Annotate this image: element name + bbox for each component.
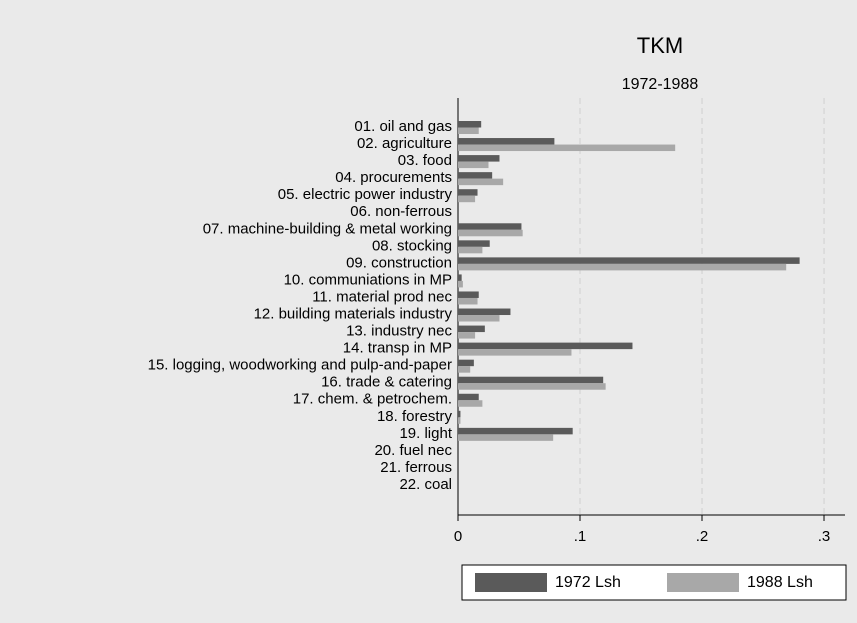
- y-tick-label: 13. industry nec: [346, 323, 452, 340]
- x-tick-label: 0: [454, 528, 462, 545]
- bar: [458, 240, 490, 247]
- bar: [458, 393, 479, 401]
- bar: [458, 325, 485, 333]
- bar: [458, 121, 482, 128]
- bar: [458, 178, 504, 186]
- bar: [458, 189, 478, 196]
- legend-label: 1972 Lsh: [555, 574, 621, 591]
- bar: [458, 417, 461, 424]
- bar: [458, 410, 461, 418]
- bar: [458, 257, 800, 264]
- y-tick-label: 07. machine-building & metal working: [203, 220, 452, 237]
- y-tick-label: 20. fuel nec: [374, 442, 452, 459]
- bar: [458, 349, 572, 356]
- bar: [458, 342, 633, 350]
- bar: [458, 297, 478, 305]
- bar: [458, 195, 476, 203]
- bar: [458, 161, 489, 169]
- bar: [458, 332, 476, 339]
- y-tick-label: 17. chem. & petrochem.: [293, 391, 452, 408]
- bar: [458, 172, 493, 179]
- bar: [458, 144, 676, 152]
- y-tick-label: 15. logging, woodworking and pulp-and-pa…: [148, 357, 452, 374]
- y-tick-label: 22. coal: [399, 476, 452, 493]
- y-tick-label: 11. material prod nec: [312, 288, 452, 305]
- bar: [458, 246, 483, 254]
- bar: [458, 400, 483, 407]
- legend-swatch: [667, 573, 739, 592]
- x-tick-label: .2: [696, 528, 709, 545]
- y-tick-label: 10. communiations in MP: [284, 271, 452, 288]
- bar: [458, 383, 606, 390]
- legend-swatch: [475, 573, 547, 592]
- y-tick-label: 19. light: [399, 425, 452, 442]
- plot-region: [458, 98, 845, 515]
- bar: [458, 427, 573, 435]
- chart-subtitle: 1972-1988: [622, 76, 699, 93]
- y-tick-label: 21. ferrous: [380, 459, 452, 476]
- bar: [458, 376, 604, 384]
- y-tick-label: 12. building materials industry: [254, 305, 453, 322]
- y-tick-label: 04. procurements: [335, 169, 452, 186]
- bar: [458, 291, 479, 298]
- x-tick-label: .3: [818, 528, 831, 545]
- y-tick-label: 03. food: [398, 152, 452, 169]
- bar: [458, 274, 462, 281]
- chart-title: TKM: [637, 33, 683, 58]
- bar: [458, 308, 511, 316]
- y-tick-label: 02. agriculture: [357, 135, 452, 152]
- bar: [458, 315, 500, 322]
- y-tick-label: 01. oil and gas: [354, 118, 452, 135]
- bar: [458, 138, 555, 145]
- bar: [458, 155, 500, 162]
- bar: [458, 434, 554, 441]
- bar: [458, 280, 463, 288]
- y-tick-label: 06. non-ferrous: [350, 203, 452, 220]
- bar: [458, 359, 474, 367]
- legend-label: 1988 Lsh: [747, 574, 813, 591]
- bar: [458, 223, 522, 230]
- y-tick-label: 18. forestry: [377, 408, 453, 425]
- bar: [458, 263, 787, 271]
- y-tick-label: 08. stocking: [372, 237, 452, 254]
- y-tick-label: 16. trade & catering: [321, 374, 452, 391]
- bar: [458, 229, 523, 237]
- bar: [458, 127, 479, 134]
- bar: [458, 366, 471, 373]
- x-tick-label: .1: [574, 528, 587, 545]
- y-tick-label: 05. electric power industry: [278, 186, 453, 203]
- y-tick-label: 09. construction: [346, 254, 452, 271]
- y-tick-label: 14. transp in MP: [343, 340, 452, 357]
